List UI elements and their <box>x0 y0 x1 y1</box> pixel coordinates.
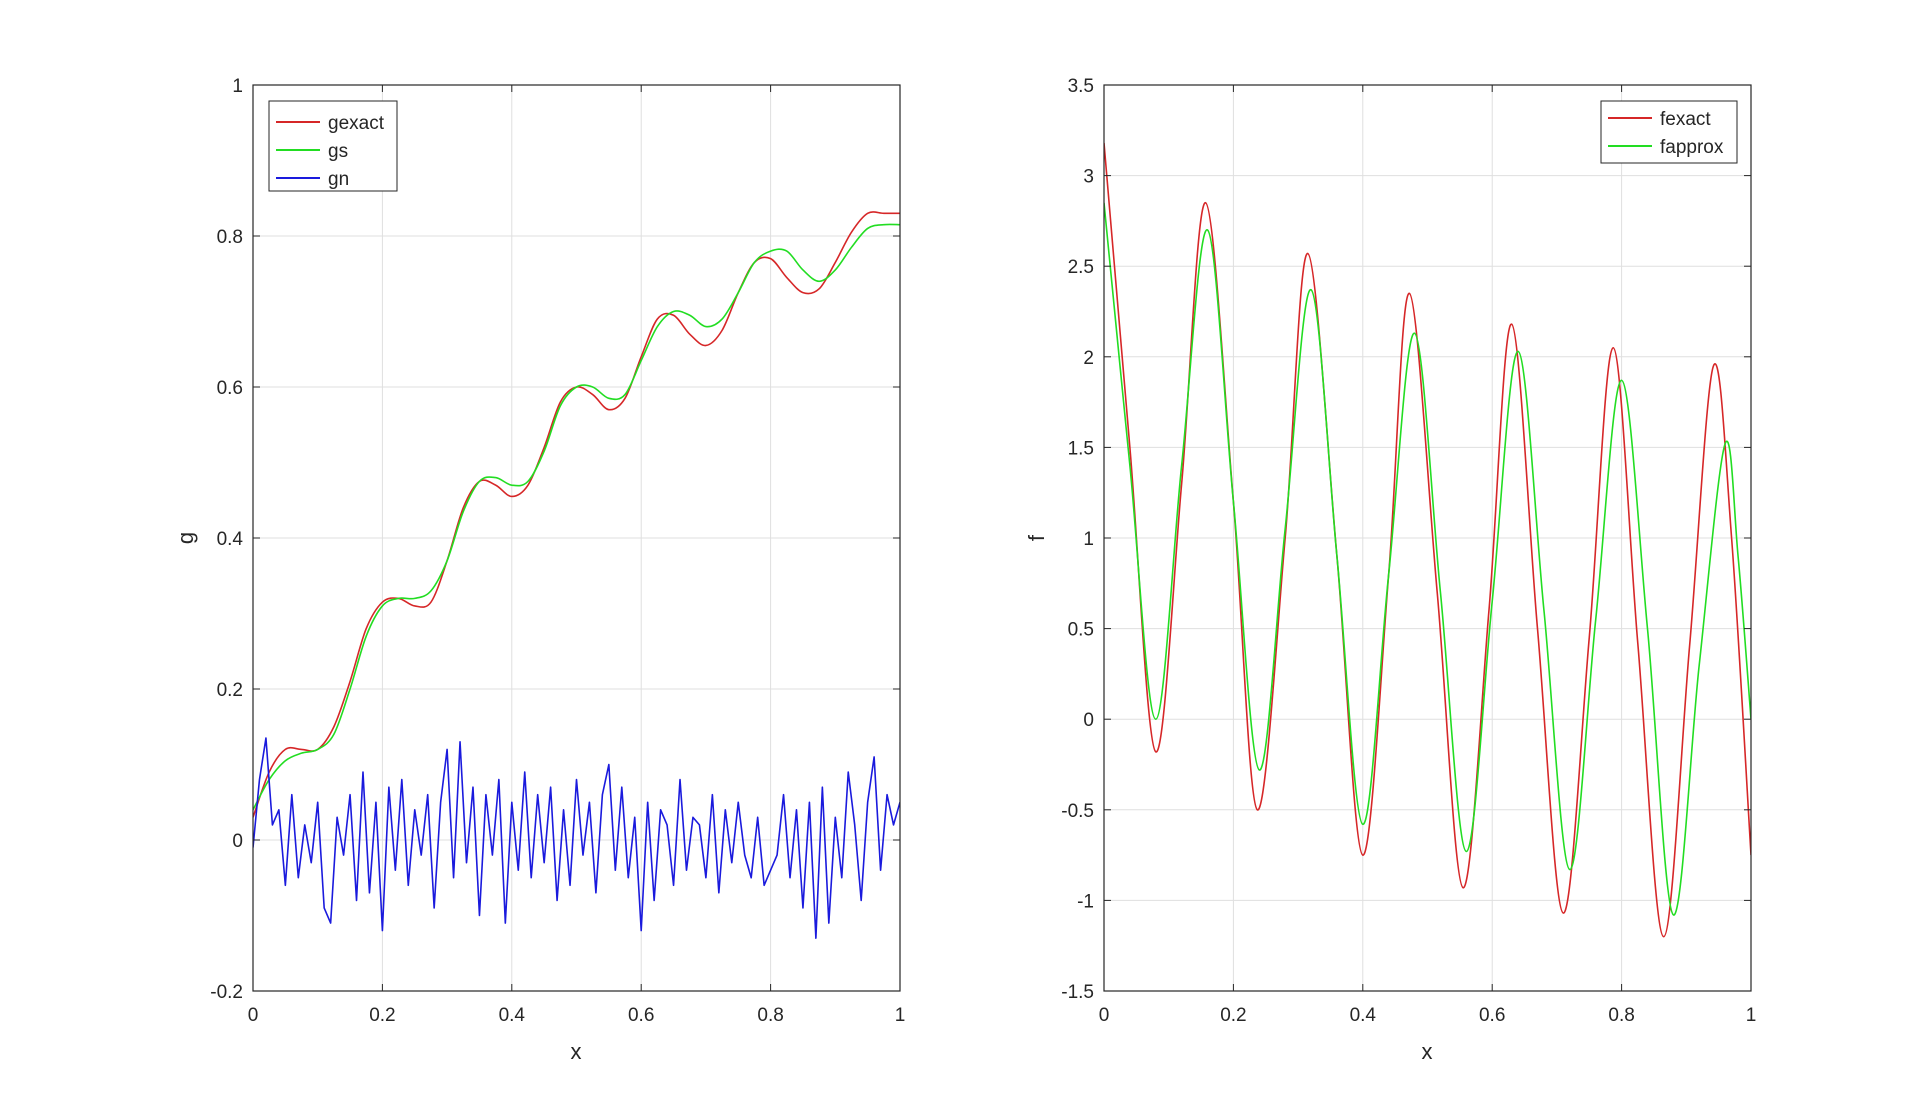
right-legend: fexact fapprox <box>1600 100 1738 164</box>
right-xtick-label: 0.2 <box>1220 1005 1246 1026</box>
left-ytick-label: 0.8 <box>217 227 243 248</box>
legend-label-gexact: gexact <box>328 113 385 134</box>
right-ytick-label: -1.5 <box>1061 982 1094 1003</box>
series-line-fapprox <box>1104 202 1751 916</box>
left-xlabel: x <box>571 1039 582 1064</box>
right-xtick-label: 0 <box>1099 1005 1110 1026</box>
left-ytick-label: 0.6 <box>217 378 243 399</box>
legend-label-fapprox: fapprox <box>1660 137 1724 158</box>
left-xtick-label: 0.8 <box>757 1005 783 1026</box>
left-xtick-label: 0 <box>248 1005 259 1026</box>
left-ytick-label: 1 <box>232 76 243 97</box>
left-plot-lines <box>253 211 900 939</box>
left-plot-g: 0 0.2 0.4 0.6 0.8 1-0.200.20.40.60.81 x g gex… <box>173 76 905 1064</box>
right-xtick-label: 0.6 <box>1479 1005 1505 1026</box>
left-xtick-label: 0.2 <box>369 1005 395 1026</box>
series-line-gs <box>253 223 900 811</box>
right-ylabel: f <box>1024 534 1049 541</box>
left-ytick-label: 0.2 <box>217 680 243 701</box>
left-ylabel: g <box>173 532 198 544</box>
right-plot-g: 0 0.2 0.4 0.6 0.8 1 -1.5 -1 -0.5 0 0.5 1 1.5 2 2.5 3 3.5… <box>1024 76 1756 1064</box>
left-legend: gexact gs gn <box>268 100 398 192</box>
right-ytick-label: 1 <box>1083 529 1094 550</box>
left-xtick-label: 0.4 <box>499 1005 526 1026</box>
right-ytick-label: 0.5 <box>1068 620 1094 641</box>
legend-label-gs: gs <box>328 141 348 162</box>
left-ytick-label: 0 <box>232 831 243 852</box>
right-ytick-label: 1.5 <box>1068 438 1094 459</box>
left-xtick-label: 0.6 <box>628 1005 654 1026</box>
left-xtick-label: 1 <box>895 1005 906 1026</box>
right-xtick-label: 1 <box>1746 1005 1757 1026</box>
right-ytick-label: 2 <box>1083 348 1094 369</box>
right-plot-ticks: 0 0.2 0.4 0.6 0.8 1 -1.5 -1 -0.5 0 0.5 1 1.5 2 2.5 3 3.5 <box>1061 76 1756 1026</box>
right-ytick-label: 3.5 <box>1068 76 1094 97</box>
legend-label-gn: gn <box>328 169 349 190</box>
left-legend-box <box>268 100 398 192</box>
right-xtick-label: 0.8 <box>1608 1005 1634 1026</box>
left-plot-ticks: 0 0.2 0.4 0.6 0.8 1-0.200.20.40.60.81 <box>210 76 905 1026</box>
right-legend-box <box>1600 100 1738 164</box>
right-ytick-label: -0.5 <box>1061 801 1094 822</box>
right-ytick-label: 0 <box>1083 710 1094 731</box>
left-ytick-label: 0.4 <box>217 529 244 550</box>
legend-label-fexact: fexact <box>1660 109 1711 130</box>
right-ytick-label: -1 <box>1077 891 1094 912</box>
left-ytick-label: -0.2 <box>210 982 243 1003</box>
right-xtick-label: 0.4 <box>1350 1005 1377 1026</box>
right-ytick-label: 3 <box>1083 167 1094 188</box>
right-plot-lines <box>1104 142 1751 938</box>
right-ytick-label: 2.5 <box>1068 257 1094 278</box>
series-line-fexact <box>1104 142 1751 938</box>
series-line-gn <box>253 737 900 939</box>
right-xlabel: x <box>1422 1039 1433 1064</box>
